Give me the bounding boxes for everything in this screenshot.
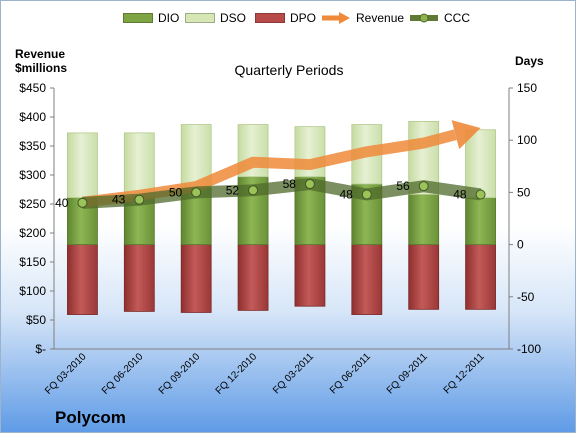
bar-dpo — [180, 244, 212, 313]
left-axis-title-line1: Revenue — [15, 47, 66, 61]
legend-item-dio: DIO — [123, 11, 179, 25]
ccc-line — [82, 178, 482, 209]
chart-title: Quarterly Periods — [234, 62, 344, 78]
legend-label-dso: DSO — [220, 11, 247, 25]
left-axis-tick-label: $- — [35, 342, 46, 356]
bar-dpo — [123, 244, 155, 312]
ccc-point — [77, 197, 88, 208]
ccc-data-label: 48 — [339, 187, 353, 201]
x-axis-category-label: FQ 12-2011 — [442, 351, 487, 396]
left-axis-tick-label: $100 — [19, 284, 46, 298]
ccc-data-label: 52 — [226, 183, 240, 197]
x-axis-category-label: FQ 03-2011 — [271, 351, 316, 396]
ccc-data-label: 50 — [169, 185, 183, 199]
ccc-data-label: 58 — [283, 177, 297, 191]
bar-dpo — [237, 244, 269, 311]
ccc-point — [475, 189, 486, 200]
left-axis-title-line2: $millions — [15, 61, 68, 75]
ccc-point — [191, 187, 202, 198]
legend-item-revenue: Revenue — [321, 11, 404, 25]
revenue-arrow-icon — [322, 12, 350, 24]
legend-swatch-dpo — [255, 13, 285, 23]
bar-dpo — [294, 244, 326, 307]
ccc-point — [248, 185, 259, 196]
left-axis-tick-label: $250 — [19, 197, 46, 211]
x-axis-category-label: FQ 03-2010 — [43, 351, 89, 397]
ccc-point — [361, 189, 372, 200]
legend-swatch-dio — [123, 13, 153, 23]
right-axis-tick-label: -50 — [517, 290, 535, 304]
legend-swatch-dso — [185, 13, 215, 23]
ccc-point — [304, 179, 315, 190]
ccc-data-label: 56 — [396, 179, 410, 193]
legend-label-ccc: CCC — [444, 11, 470, 25]
right-axis-title: Days — [515, 54, 544, 68]
legend-item-dpo: DPO — [255, 11, 316, 25]
left-axis-tick-label: $300 — [19, 168, 46, 182]
ccc-point — [418, 181, 429, 192]
legend-label-revenue: Revenue — [356, 11, 405, 25]
right-axis-tick-label: 50 — [517, 185, 531, 199]
company-name: Polycom — [55, 408, 126, 427]
left-axis-tick-label: $150 — [19, 255, 46, 269]
bar-dio — [408, 194, 440, 246]
x-axis-category-label: FQ 12-2010 — [214, 351, 260, 397]
left-axis-tick-label: $200 — [19, 226, 46, 240]
x-axis-category-label: FQ 09-2010 — [157, 351, 203, 397]
bar-dso — [67, 132, 98, 199]
ccc-line-icon — [410, 13, 438, 23]
legend-item-ccc: CCC — [409, 11, 470, 25]
right-axis-tick-label: 150 — [517, 81, 537, 95]
legend: DIO DSO DPO Revenue CCC — [1, 7, 575, 27]
x-axis-category-label: FQ 09-2011 — [385, 351, 430, 396]
right-axis-tick-label: 0 — [517, 238, 524, 252]
revenue-arrowhead — [451, 120, 481, 150]
legend-label-dpo: DPO — [290, 11, 317, 25]
ccc-point — [134, 194, 145, 205]
bar-dpo — [408, 244, 440, 310]
legend-label-dio: DIO — [158, 11, 180, 25]
x-axis-category-label: FQ 06-2010 — [100, 351, 146, 397]
bar-dpo — [465, 244, 496, 310]
bar-dpo — [351, 244, 383, 315]
right-axis-tick-label: -100 — [517, 342, 541, 356]
right-axis-tick-label: 100 — [517, 133, 537, 147]
ccc-data-label: 48 — [453, 187, 467, 201]
left-axis-title: Revenue $millions — [15, 47, 67, 75]
legend-item-dso: DSO — [185, 11, 246, 25]
x-axis-category-label: FQ 06-2011 — [328, 351, 373, 396]
bar-dso — [123, 132, 155, 199]
ccc-data-label: 43 — [112, 193, 126, 207]
left-axis-tick-label: $400 — [19, 110, 46, 124]
left-axis-tick-label: $50 — [26, 313, 46, 327]
bar-dio — [465, 197, 496, 245]
ccc-data-label: 40 — [55, 196, 69, 210]
bar-dpo — [67, 244, 98, 315]
bar-dso — [465, 129, 496, 199]
left-axis-tick-label: $350 — [19, 139, 46, 153]
left-axis-tick-label: $450 — [19, 81, 46, 95]
